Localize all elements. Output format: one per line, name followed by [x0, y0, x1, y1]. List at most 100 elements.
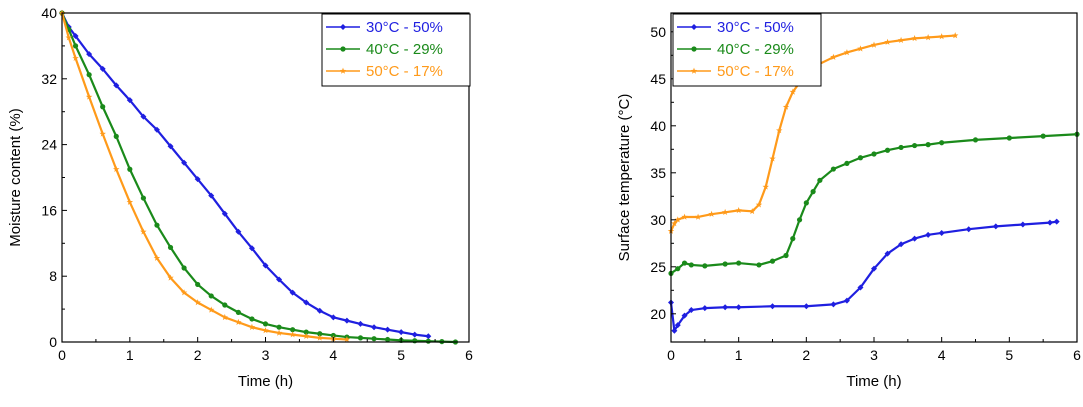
y-tick-label: 0 — [49, 334, 57, 350]
x-tick-label: 2 — [194, 347, 202, 363]
data-point — [870, 41, 878, 48]
data-point — [127, 166, 133, 172]
x-axis-label: Time (h) — [238, 373, 293, 390]
data-point — [1006, 135, 1012, 141]
data-point — [708, 210, 715, 217]
moisture-content-chart: 0 1 2 3 4 5 6 0 8 16 24 32 40 Time (h) Moisture conten… — [7, 5, 473, 390]
data-point — [898, 144, 904, 151]
data-point — [86, 51, 93, 58]
data-point — [303, 329, 309, 335]
y-tick-label: 16 — [41, 202, 57, 218]
data-point — [884, 147, 891, 153]
data-point — [1019, 221, 1026, 228]
series-3 — [58, 9, 351, 343]
data-point — [262, 321, 269, 327]
data-point — [972, 137, 979, 143]
data-point — [235, 309, 241, 315]
data-point — [755, 201, 763, 208]
data-point — [721, 208, 729, 216]
data-point — [371, 336, 377, 342]
data-point — [884, 38, 891, 45]
data-point — [735, 207, 742, 214]
data-point — [857, 284, 864, 291]
y-tick-label: 24 — [41, 137, 57, 153]
legend-label: 50°C - 17% — [366, 63, 443, 80]
legend-label: 30°C - 50% — [366, 19, 443, 36]
data-point — [674, 322, 681, 329]
data-point — [671, 220, 678, 227]
data-point — [1040, 133, 1046, 139]
legend-label: 50°C - 17% — [717, 63, 794, 80]
data-point — [126, 97, 133, 104]
data-point — [951, 32, 959, 39]
data-point — [690, 67, 698, 74]
data-point — [884, 250, 891, 257]
data-point — [675, 266, 681, 272]
data-point — [316, 334, 323, 341]
data-point — [843, 49, 851, 56]
data-point — [221, 313, 229, 321]
data-point — [357, 335, 364, 341]
legend-item: 30°C - 50% — [326, 19, 443, 36]
data-point — [195, 281, 201, 288]
y-tick-label: 8 — [49, 268, 57, 284]
data-point — [796, 217, 803, 223]
data-point — [194, 299, 201, 306]
data-point — [938, 229, 945, 236]
data-point — [113, 133, 119, 139]
data-point — [965, 226, 972, 233]
data-point — [317, 331, 323, 337]
y-tick-label: 40 — [650, 118, 666, 134]
data-point — [385, 336, 391, 343]
data-point — [167, 274, 174, 281]
data-point — [830, 166, 837, 172]
data-point — [194, 176, 201, 183]
data-point — [911, 34, 918, 42]
data-point — [789, 88, 797, 95]
data-point — [782, 103, 790, 110]
data-point — [830, 53, 837, 60]
legend-label: 40°C - 29% — [366, 41, 443, 58]
data-point — [86, 72, 92, 78]
series-line — [669, 220, 1057, 332]
data-point — [316, 307, 323, 314]
data-point — [671, 327, 678, 334]
x-tick-label: 3 — [262, 347, 270, 363]
data-point — [72, 54, 79, 61]
data-point — [898, 241, 905, 248]
data-point — [925, 142, 931, 148]
data-point — [235, 318, 242, 326]
data-point — [85, 93, 93, 100]
data-point — [857, 45, 864, 52]
data-point — [65, 34, 73, 41]
data-point — [100, 104, 106, 110]
data-point — [694, 213, 702, 220]
data-point — [1053, 218, 1060, 225]
data-point — [783, 252, 789, 259]
data-point — [681, 213, 688, 220]
data-point — [248, 245, 255, 252]
data-point — [756, 262, 762, 268]
data-point — [140, 228, 147, 235]
data-point — [113, 165, 120, 173]
data-point — [208, 192, 215, 199]
data-point — [99, 65, 106, 72]
data-point — [289, 331, 296, 338]
data-point — [425, 338, 431, 344]
legend: 30°C - 50% 40°C - 29% 50°C - 17% — [672, 13, 822, 87]
data-point — [340, 46, 346, 52]
data-point — [803, 303, 810, 310]
x-tick-label: 5 — [1005, 347, 1013, 363]
y-tick-label: 25 — [650, 259, 666, 275]
data-point — [126, 198, 134, 205]
legend-label: 40°C - 29% — [717, 41, 794, 58]
legend-box — [672, 13, 822, 87]
data-point — [844, 160, 850, 166]
data-point — [722, 261, 728, 267]
data-point — [154, 222, 160, 228]
data-point — [817, 177, 823, 183]
data-point — [167, 244, 174, 251]
data-point — [339, 67, 347, 74]
series-2 — [59, 10, 459, 345]
